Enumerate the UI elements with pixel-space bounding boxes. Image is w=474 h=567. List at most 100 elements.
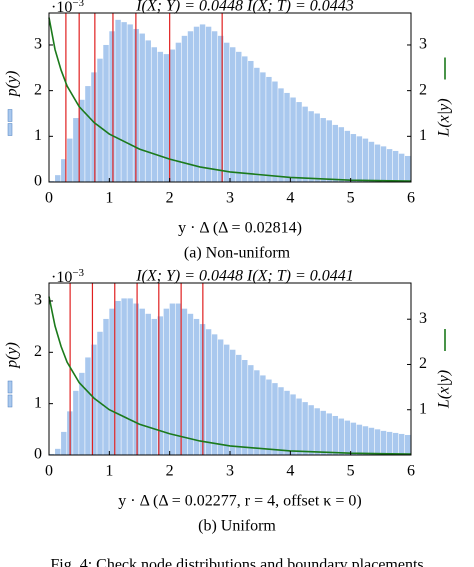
hist-bar: [61, 431, 67, 455]
hist-bar: [266, 76, 272, 182]
hist-bar: [103, 318, 109, 455]
hist-bar: [248, 365, 254, 455]
legend-hist-icon: [7, 123, 13, 136]
y2-tick-label: 1: [419, 400, 427, 417]
x-tick-label: 5: [347, 190, 355, 207]
hist-bar: [217, 339, 224, 455]
y-multiplier: ·10−3: [51, 0, 85, 16]
hist-bar: [157, 51, 164, 182]
hist-bar: [169, 303, 176, 455]
legend-hist-icon: [7, 380, 13, 394]
hist-bar: [73, 390, 79, 455]
hist-bar: [314, 113, 320, 182]
hist-bar: [362, 138, 369, 182]
y2-tick-label: 1: [419, 127, 427, 144]
hist-bar: [368, 141, 375, 182]
hist-bar: [79, 99, 85, 182]
hist-bar: [169, 49, 176, 182]
y2-axis-label: L(x|y): [436, 370, 453, 409]
y-tick-label: 2: [34, 81, 42, 98]
hist-bar: [193, 318, 200, 455]
hist-bar: [91, 72, 97, 182]
hist-bar: [79, 372, 85, 455]
hist-bar: [199, 24, 206, 183]
likelihood-curve: [48, 296, 412, 455]
hist-bar: [175, 42, 182, 182]
hist-bar: [320, 118, 326, 182]
x-tick-label: 2: [166, 190, 174, 207]
hist-bar: [374, 429, 381, 455]
hist-bar: [278, 88, 284, 182]
chart-caption: (b) Uniform: [198, 518, 276, 535]
hist-bar: [223, 42, 230, 182]
y-tick-label: 1: [34, 394, 42, 411]
hist-bar: [211, 31, 218, 183]
hist-bar: [392, 150, 399, 182]
hist-bar: [320, 410, 326, 455]
hist-bar: [308, 111, 314, 182]
hist-bar: [404, 155, 411, 182]
hist-bar: [133, 303, 139, 455]
x-tick-label: 3: [226, 463, 234, 480]
x-axis-label: y · Δ (Δ = 0.02814): [178, 220, 302, 237]
hist-bar: [302, 106, 308, 182]
hist-bar: [332, 415, 338, 455]
legend-hist-icon: [7, 394, 13, 408]
hist-bar: [127, 298, 133, 455]
hist-bar: [314, 408, 320, 455]
hist-bar: [151, 318, 157, 455]
hist-bar: [368, 427, 375, 455]
hist-bar: [175, 303, 182, 455]
x-tick-label: 1: [105, 463, 113, 480]
hist-bar: [242, 360, 248, 455]
hist-bar: [338, 418, 345, 455]
hist-bar: [380, 430, 387, 455]
multiplier-exponent: −3: [72, 0, 84, 9]
hist-bar: [338, 127, 345, 182]
multiplier-exponent: −3: [72, 267, 84, 279]
hist-bar: [278, 387, 284, 455]
x-axis-label: y · Δ (Δ = 0.02277, r = 4, offset κ = 0): [118, 493, 361, 510]
hist-bar: [55, 448, 61, 455]
hist-bar: [49, 453, 55, 455]
y-tick-label: 0: [34, 173, 42, 190]
x-tick-label: 5: [347, 463, 355, 480]
hist-bar: [296, 102, 302, 182]
hist-bar: [308, 405, 314, 455]
hist-bar: [350, 422, 357, 455]
y-multiplier: ·10−3: [51, 267, 85, 286]
hist-bar: [356, 424, 363, 455]
y-tick-label: 0: [34, 446, 42, 463]
multiplier-base: ·10: [51, 0, 72, 16]
y2-tick-label: 2: [419, 81, 427, 98]
hist-bar: [236, 51, 242, 182]
hist-bar: [211, 334, 218, 455]
hist-bar: [296, 398, 302, 455]
hist-bar: [187, 31, 194, 183]
hist-bar: [61, 159, 67, 182]
hist-bar: [121, 22, 127, 183]
hist-bar: [290, 394, 296, 455]
hist-bar: [362, 426, 369, 455]
x-tick-label: 4: [286, 190, 294, 207]
hist-bar: [109, 308, 115, 455]
hist-bar: [284, 390, 290, 455]
hist-bar: [374, 144, 381, 182]
x-tick-label: 0: [45, 190, 53, 207]
hist-bar: [242, 56, 248, 182]
hist-bar: [230, 349, 236, 455]
chart-title: I(X; Y) = 0.0448 I(X; T) = 0.0441: [135, 268, 354, 285]
hist-bar: [187, 313, 194, 455]
hist-bar: [254, 370, 260, 455]
hist-bar: [272, 81, 278, 182]
hist-bar: [115, 300, 121, 455]
hist-bar: [284, 92, 290, 182]
hist-bar: [145, 40, 151, 182]
x-tick-label: 6: [407, 463, 415, 480]
hist-bar: [205, 329, 212, 455]
hist-bar: [223, 344, 230, 455]
hist-bar: [344, 130, 351, 182]
y2-tick-label: 3: [419, 310, 427, 327]
hist-bar: [302, 402, 308, 455]
